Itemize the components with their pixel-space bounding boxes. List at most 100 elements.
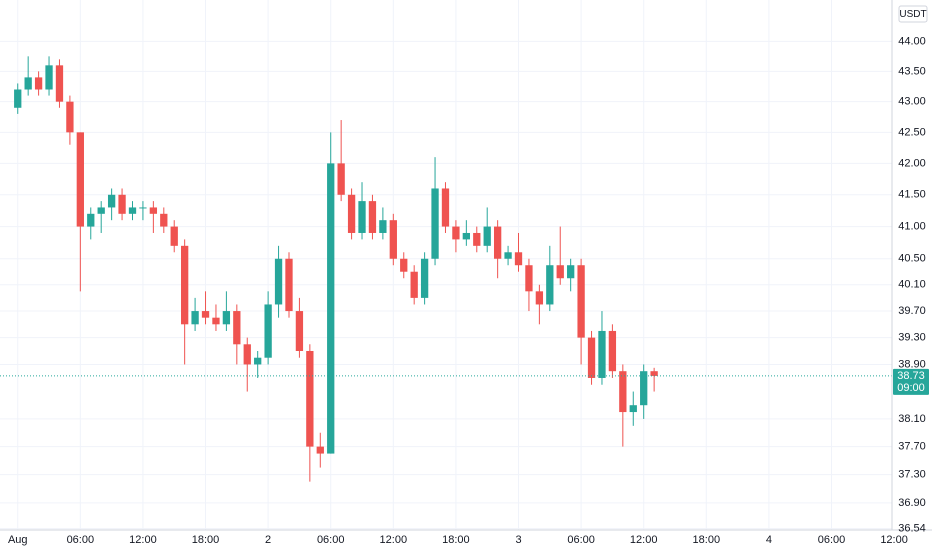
candle-body	[347, 194, 356, 233]
candle-body	[139, 207, 147, 209]
x-tick-label: 12:00	[630, 534, 658, 546]
candle-body	[87, 213, 95, 227]
candle-body	[149, 207, 158, 214]
candle-body	[45, 65, 53, 90]
candle-body	[483, 226, 491, 246]
candle-body	[525, 265, 533, 292]
x-tick-label: 06:00	[317, 534, 345, 546]
y-tick-label: 38.90	[898, 358, 926, 370]
axes: 36.54 36.90 37.30 37.70 38.10 38.90 39.30 39.70…	[8, 35, 926, 546]
candle-body	[535, 291, 544, 305]
candle-body	[181, 245, 189, 325]
candle-body	[243, 344, 251, 365]
candle-body	[389, 220, 397, 259]
y-tick-label: 37.70	[898, 441, 926, 453]
candle-body	[118, 194, 126, 214]
candle-body	[452, 226, 460, 240]
candle-body	[66, 101, 74, 133]
y-tick-label: 37.30	[898, 468, 926, 480]
y-tick-label: 43.00	[898, 96, 926, 108]
y-tick-label: 36.54	[898, 522, 926, 534]
candle-body	[55, 65, 64, 102]
candle-body	[191, 311, 199, 325]
x-tick-label: Aug	[8, 534, 28, 546]
candle-body	[587, 337, 596, 378]
candle-body	[608, 330, 617, 372]
y-tick-label: 42.50	[898, 126, 926, 138]
candle-body	[285, 258, 293, 312]
countdown-label: 09:00	[897, 382, 925, 394]
y-tick-label: 41.50	[898, 189, 926, 201]
x-tick-label: 3	[515, 534, 521, 546]
candle-body	[24, 77, 32, 90]
candle-body	[76, 132, 84, 227]
y-tick-label: 43.50	[898, 65, 926, 77]
y-tick-label: 44.00	[898, 35, 926, 47]
candle-body	[619, 371, 627, 413]
x-tick-label: 06:00	[818, 534, 846, 546]
y-tick-label: 39.30	[898, 332, 926, 344]
candle-body	[368, 201, 377, 233]
y-tick-label: 36.90	[898, 497, 926, 509]
candle-body	[556, 265, 564, 279]
candle-body	[504, 252, 512, 259]
y-tick-label: 40.10	[898, 279, 926, 291]
candle-body	[233, 311, 241, 345]
candle-body	[650, 371, 658, 376]
currency-label: USDT	[899, 9, 926, 20]
candle-body	[306, 350, 314, 447]
last-price-badge	[893, 368, 929, 395]
x-tick-label: 18:00	[442, 534, 470, 546]
candle-body	[462, 232, 470, 240]
x-tick-label: 4	[766, 534, 772, 546]
time-axis-panel	[0, 530, 932, 550]
x-tick-label: 12:00	[380, 534, 408, 546]
candle-body	[107, 194, 116, 208]
y-tick-label: 39.70	[898, 305, 926, 317]
candle-body	[34, 77, 43, 90]
candle-body	[400, 258, 408, 272]
candle-body	[295, 311, 304, 351]
candle-body	[629, 405, 637, 413]
candle-body	[222, 311, 231, 325]
candle-body	[640, 371, 648, 406]
candle-body	[201, 311, 210, 318]
candle-body	[128, 207, 137, 214]
currency-badge[interactable]	[898, 5, 928, 23]
candle-body	[598, 330, 606, 378]
y-tick-label: 41.00	[898, 220, 926, 232]
y-tick-label: 40.50	[898, 253, 926, 265]
candle-body	[254, 357, 262, 365]
candle-body	[160, 213, 168, 227]
x-tick-label: 18:00	[693, 534, 721, 546]
candle-body	[264, 304, 272, 358]
price-axis-panel	[892, 0, 932, 550]
candles	[14, 56, 658, 482]
candle-body	[358, 201, 366, 233]
candle-body	[473, 232, 481, 246]
candle-body	[170, 226, 178, 246]
candle-body	[493, 226, 502, 259]
candle-body	[327, 163, 335, 454]
candle-body	[97, 207, 105, 214]
x-tick-label: 2	[265, 534, 271, 546]
candle-body	[420, 258, 429, 298]
candle-body	[316, 446, 324, 454]
candle-body	[431, 188, 439, 259]
candle-body	[546, 265, 554, 305]
x-tick-label: 18:00	[192, 534, 220, 546]
x-tick-label: 12:00	[129, 534, 157, 546]
last-price-label: 38.73	[897, 370, 925, 382]
y-tick-label: 38.10	[898, 413, 926, 425]
candle-body	[514, 252, 523, 266]
candle-body	[410, 271, 418, 298]
candle-body	[567, 265, 575, 279]
y-tick-label: 42.00	[898, 157, 926, 169]
candle-body	[441, 188, 450, 227]
candle-body	[14, 89, 22, 108]
grid	[0, 0, 895, 530]
candle-body	[212, 317, 220, 325]
candle-body	[274, 258, 283, 305]
candle-body	[379, 220, 387, 233]
candle-body	[577, 265, 585, 338]
